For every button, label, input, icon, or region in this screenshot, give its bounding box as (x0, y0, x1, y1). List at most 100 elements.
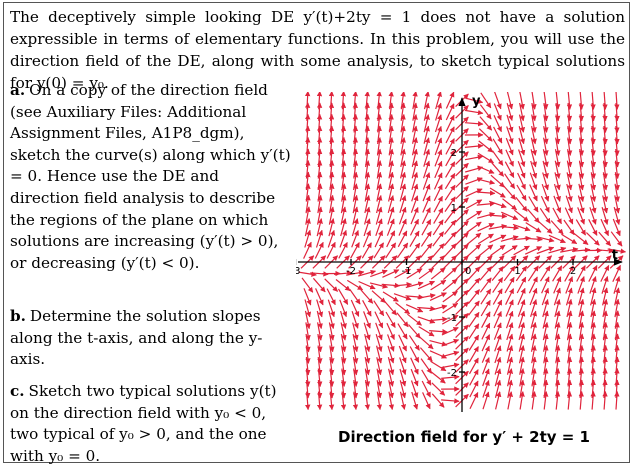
slope-arrow (305, 194, 311, 214)
slope-arrow (607, 248, 626, 254)
slope-arrow (410, 207, 419, 225)
axis-labels: -3 -2 -1 0 1 2 3 2 1 -1 -2 y t (296, 94, 626, 379)
slope-arrow (492, 138, 503, 155)
slope-arrow (352, 92, 358, 110)
slope-arrow (518, 333, 526, 352)
slope-arrow (538, 220, 553, 234)
slope-arrow (408, 242, 421, 259)
slope-arrow (397, 323, 408, 340)
slope-arrow (388, 125, 394, 144)
slope-arrow (334, 270, 353, 276)
slope-arrow (601, 207, 609, 225)
slope-arrow (340, 160, 347, 179)
slope-arrow (588, 219, 598, 236)
slope-arrow (388, 160, 395, 179)
slope-arrow (555, 344, 561, 364)
slope-arrow (441, 327, 459, 336)
slope-arrow (421, 380, 431, 398)
slope-arrow (373, 300, 385, 317)
slope-arrow (407, 313, 422, 326)
slope-arrow (506, 322, 514, 341)
slope-arrow (328, 206, 335, 225)
slope-arrow (590, 92, 596, 110)
slope-arrow (408, 324, 421, 339)
slope-arrow (423, 102, 430, 121)
slope-arrow (555, 333, 561, 352)
slope-arrow (400, 92, 406, 110)
slope-arrow (388, 102, 394, 121)
slope-arrow (364, 171, 371, 191)
slope-arrow (590, 356, 596, 375)
slope-arrow (412, 102, 418, 121)
slope-arrow (432, 231, 445, 247)
slope-arrow (304, 229, 312, 248)
y-tick-label: 1 (451, 203, 457, 214)
slope-arrow (489, 234, 507, 244)
slope-arrow (590, 321, 597, 341)
slope-arrow (612, 264, 621, 282)
slope-arrow (386, 230, 396, 248)
slope-arrow (469, 380, 479, 398)
slope-arrow (352, 194, 359, 214)
slope-arrow (410, 368, 419, 387)
y-axis-label: y (472, 94, 481, 109)
slope-arrow (326, 288, 336, 306)
slope-arrow (602, 92, 608, 110)
slope-arrow (445, 161, 456, 178)
slope-arrow (467, 266, 481, 281)
slope-arrow (468, 357, 479, 375)
slope-arrow (519, 391, 525, 410)
slope-arrow (566, 379, 573, 399)
slope-arrow (317, 160, 323, 179)
slope-arrow (578, 391, 584, 410)
slope-arrow (375, 218, 383, 236)
slope-arrow (566, 310, 573, 329)
slope-arrow (479, 104, 492, 120)
slope-arrow (575, 219, 587, 236)
slope-arrow (398, 334, 407, 352)
slope-arrow (476, 212, 496, 219)
slope-arrow (364, 148, 371, 168)
slope-arrow (340, 148, 347, 168)
slope-arrow (423, 114, 430, 133)
slope-arrow (548, 234, 566, 244)
slope-arrow (518, 310, 526, 329)
slope-arrow (566, 344, 573, 364)
slope-arrow (552, 265, 563, 282)
slope-arrow (435, 102, 442, 121)
slope-arrow (421, 207, 431, 225)
slope-arrow (464, 154, 484, 161)
slope-arrow (493, 114, 502, 133)
slope-arrow (590, 367, 596, 387)
slope-arrow (340, 206, 347, 225)
slope-arrow (478, 140, 494, 153)
slope-arrow (602, 344, 608, 364)
slope-arrow (395, 302, 411, 315)
slope-arrow (329, 171, 335, 191)
slope-arrow (517, 299, 526, 317)
slope-arrow (516, 184, 527, 201)
slope-arrow (350, 242, 360, 259)
slope-arrow (430, 371, 446, 384)
slope-arrow (411, 160, 419, 179)
part-a-label: a. (10, 81, 26, 99)
slope-arrow (430, 279, 447, 291)
slope-arrow (429, 328, 448, 335)
slope-arrow (358, 269, 377, 277)
slope-arrow (476, 178, 496, 185)
slope-arrow (543, 391, 549, 410)
slope-arrow (512, 223, 531, 232)
slope-arrow (376, 160, 383, 179)
slope-arrow (433, 172, 443, 190)
slope-arrow (376, 194, 383, 214)
slope-arrow (314, 241, 324, 259)
slope-arrow (417, 316, 436, 324)
slope-arrow (304, 102, 311, 121)
slope-arrow (434, 125, 443, 144)
slope-arrow (376, 148, 383, 167)
slope-arrow (351, 218, 359, 237)
slope-arrow (515, 196, 528, 212)
slope-arrow (340, 310, 347, 329)
slope-arrow (518, 137, 526, 156)
slope-arrow (316, 92, 323, 110)
